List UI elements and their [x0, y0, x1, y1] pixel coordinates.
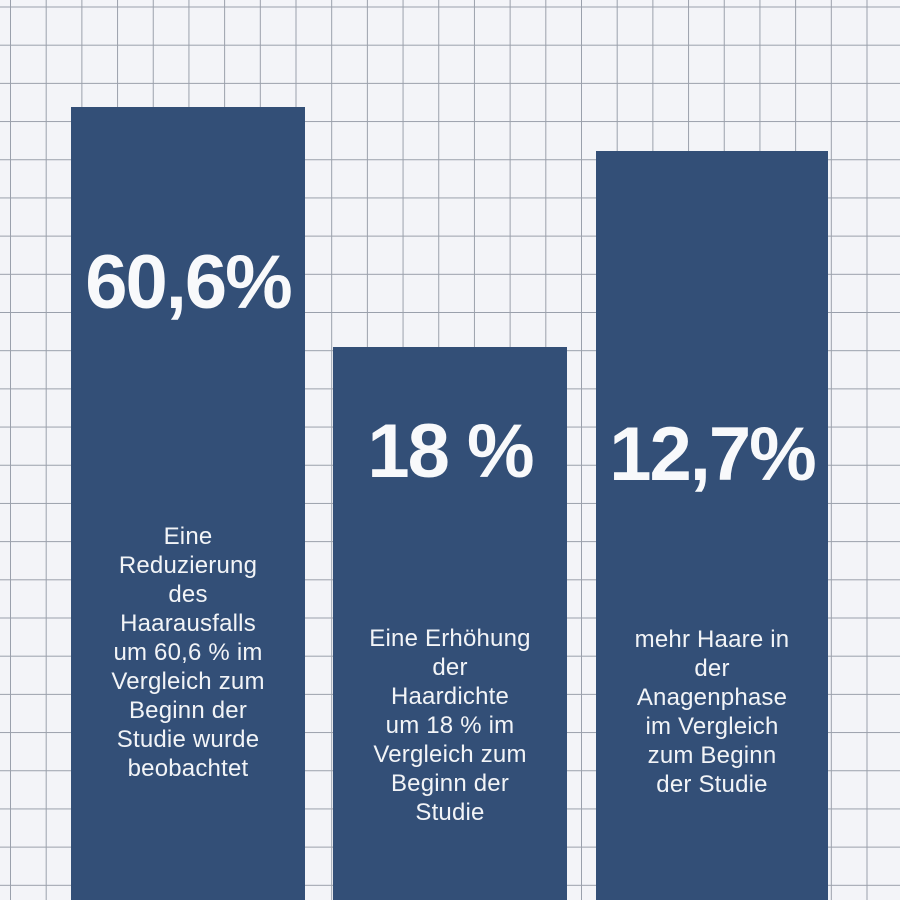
bar-value-label: 12,7% — [609, 412, 817, 497]
bar-anagenphase-haare: 12,7% mehr Haare in der Anagenphase im V… — [596, 151, 828, 900]
bar-value-label: 18 % — [367, 409, 534, 494]
bar-description: Eine Reduzierung des Haarausfalls um 60,… — [111, 523, 265, 782]
bar-value-label: 60,6% — [85, 240, 293, 325]
bar-haarausfall-reduzierung: 60,6% Eine Reduzierung des Haarausfalls … — [71, 107, 305, 900]
bar-description: mehr Haare in der Anagenphase im Verglei… — [634, 626, 790, 798]
bar-haardichte-erhoehung: 18 % Eine Erhöhung der Haardichte um 18 … — [333, 347, 567, 900]
bar-description: Eine Erhöhung der Haardichte um 18 % im … — [369, 625, 531, 826]
